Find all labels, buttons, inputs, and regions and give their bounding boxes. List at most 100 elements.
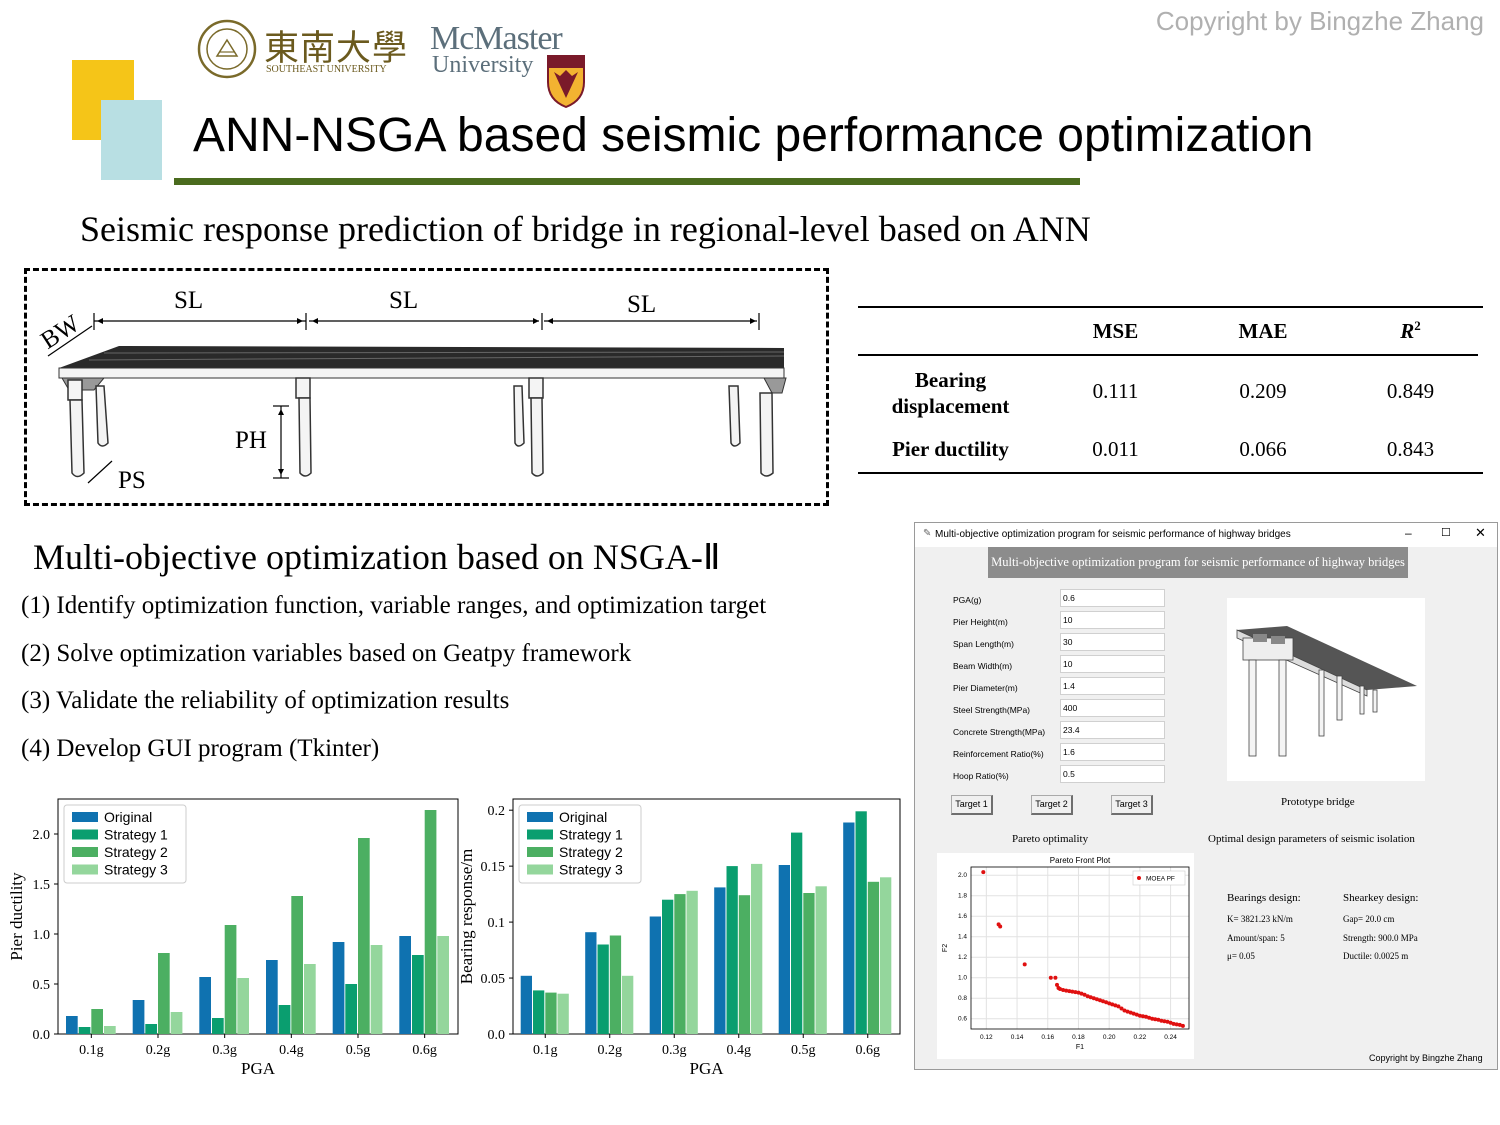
concrete-strength-input[interactable]: 23.4: [1060, 721, 1165, 739]
y-tick-label: 1.4: [958, 934, 967, 941]
y-tick-label: 1.2: [958, 954, 967, 961]
legend-swatch: [527, 864, 553, 875]
legend-entry: Strategy 2: [559, 844, 623, 860]
shearkey-ductile: Ductile: 0.0025 m: [1343, 951, 1409, 961]
label-bw: BW: [36, 310, 85, 355]
data-point: [1094, 997, 1099, 1002]
seu-logo-chinese: 東南大學: [264, 29, 409, 69]
y-tick-label: 0.1: [488, 916, 506, 931]
bar: [778, 865, 790, 1034]
bar: [332, 942, 345, 1034]
data-point: [1067, 989, 1072, 994]
label-ps: PS: [118, 467, 146, 494]
param-label: Span Length(m): [953, 639, 1014, 649]
data-point: [1168, 1020, 1173, 1025]
x-tick-label: 0.6g: [856, 1043, 881, 1058]
steps-list: (1) Identify optimization function, vari…: [21, 582, 766, 772]
mcmaster-logo-line1: McMaster: [430, 20, 563, 57]
bridge-deck: [59, 346, 784, 368]
close-icon[interactable]: ✕: [1475, 525, 1486, 540]
x-tick-label: 0.3g: [212, 1043, 237, 1058]
table-header-mae: MAE: [1238, 318, 1288, 343]
list-item: (1) Identify optimization function, vari…: [21, 592, 767, 619]
bridge-diagram-frame: BW SL SL SL PH PS: [24, 268, 829, 506]
bar: [304, 964, 316, 1034]
y-tick-label: 2.0: [958, 872, 967, 879]
bridge-piers: [67, 377, 774, 478]
data-point: [1085, 994, 1090, 999]
bar: [609, 935, 622, 1034]
bar: [803, 893, 815, 1034]
x-tick-label: 0.22: [1134, 1034, 1147, 1041]
table-bottom-rule: [858, 472, 1483, 474]
data-point: [1144, 1014, 1148, 1019]
bearing-response-chart: 0.1g 0.2g 0.3g 0.4g 0.5g 0.6g 0.0 0.05 0.1 0.15 0.…: [460, 798, 901, 1078]
maximize-icon[interactable]: ☐: [1441, 527, 1451, 539]
chart-title: Pareto Front Plot: [1050, 856, 1111, 865]
param-label: Concrete Strength(MPa): [953, 727, 1046, 737]
data-point: [1055, 982, 1059, 987]
y-tick-label: 0.2: [488, 804, 506, 819]
page-title: ANN-NSGA based seismic performance optim…: [193, 109, 1314, 162]
bar: [104, 1026, 116, 1034]
minimize-icon[interactable]: –: [1405, 526, 1412, 540]
cell-pier-mse: 0.011: [1092, 436, 1139, 461]
legend-entry: MOEA PF: [1146, 876, 1175, 883]
table-header-r2: R2: [1400, 318, 1421, 343]
data-point: [1107, 1001, 1112, 1006]
label-ph: PH: [235, 427, 267, 454]
table-row: Pier ductility 0.011 0.066 0.843: [858, 426, 1483, 472]
x-tick-label: 0.3g: [662, 1043, 687, 1058]
bar: [399, 936, 411, 1034]
bar: [78, 1027, 91, 1034]
target-1-button[interactable]: Target 1: [951, 795, 993, 815]
pga-input[interactable]: 0.6: [1060, 589, 1165, 607]
bar: [291, 896, 303, 1034]
bar: [132, 1000, 145, 1034]
bearings-amount: Amount/span: 5: [1227, 933, 1285, 943]
legend-entry: Strategy 1: [559, 827, 623, 843]
reinforcement-ratio-input[interactable]: 1.6: [1060, 743, 1165, 761]
param-label: PGA(g): [953, 595, 982, 605]
pareto-label: Pareto optimality: [1012, 833, 1089, 845]
legend-swatch: [72, 812, 98, 822]
metrics-table-wrapper: MSE MAE R2 Bearing displacement 0.111 0.2…: [858, 306, 1483, 474]
bar: [557, 993, 569, 1034]
hoop-ratio-input[interactable]: 0.5: [1060, 765, 1165, 783]
target-3-button[interactable]: Target 3: [1111, 795, 1153, 815]
span-length-input[interactable]: 30: [1060, 633, 1165, 651]
data-point: [1091, 996, 1096, 1001]
legend-entry: Strategy 2: [104, 844, 168, 860]
data-point: [1165, 1019, 1170, 1024]
data-point: [1162, 1019, 1167, 1024]
param-label: Pier Height(m): [953, 617, 1008, 627]
gui-titlebar: ✎ Multi-objective optimization program f…: [915, 523, 1497, 547]
bar: [145, 1024, 157, 1034]
bar: [358, 838, 370, 1034]
steel-strength-input[interactable]: 400: [1060, 699, 1165, 717]
copyright-notice: Copyright by Bingzhe Zhang: [1155, 6, 1484, 36]
data-point: [1150, 1016, 1155, 1021]
x-tick-label: 0.5g: [791, 1043, 816, 1058]
bearings-stiffness: K= 3821.23 kN/m: [1227, 914, 1293, 924]
beam-width-input[interactable]: 10: [1060, 655, 1165, 673]
param-label: Reinforcement Ratio(%): [953, 749, 1044, 759]
row-label-pier: Pier ductility: [892, 436, 1009, 461]
bar: [545, 992, 557, 1034]
y-tick-label: 0.8: [958, 995, 967, 1002]
y-tick-label: 1.8: [958, 893, 967, 900]
plot-frame: [970, 866, 1190, 1030]
bar: [412, 955, 424, 1034]
y-tick-label: 0.0: [33, 1028, 51, 1043]
mcmaster-logo-line2: University: [432, 52, 534, 78]
gui-window-title: Multi-objective optimization program for…: [935, 529, 1291, 540]
pareto-background: [937, 853, 1194, 1059]
data-point: [1119, 1006, 1124, 1011]
data-point: [1174, 1022, 1179, 1027]
table-header-mse: MSE: [1092, 318, 1139, 343]
target-2-button[interactable]: Target 2: [1031, 795, 1073, 815]
y-tick-label: 2.0: [33, 828, 51, 843]
pier-diameter-input[interactable]: 1.4: [1060, 677, 1165, 695]
y-tick-label: 0.0: [488, 1028, 506, 1043]
pier-height-input[interactable]: 10: [1060, 611, 1165, 629]
